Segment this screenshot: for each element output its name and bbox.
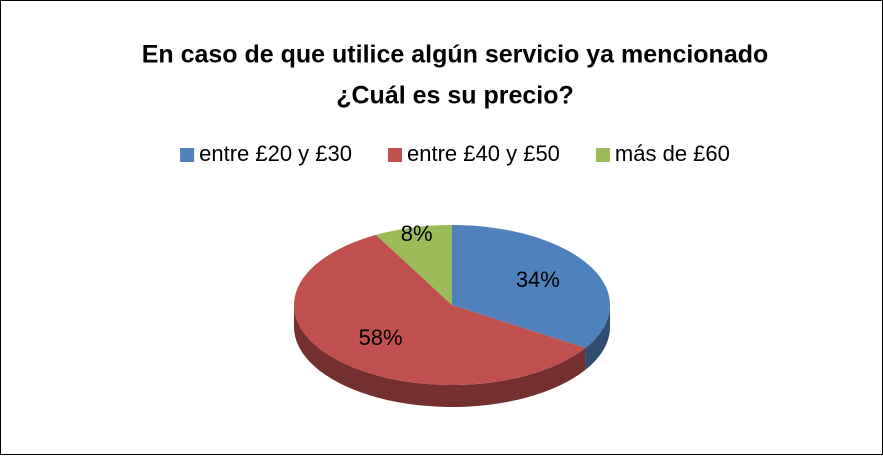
data-label: 34% bbox=[516, 267, 560, 292]
legend-label: entre £40 y £50 bbox=[407, 141, 560, 166]
slice-side bbox=[585, 305, 610, 370]
slice bbox=[294, 234, 586, 385]
legend-swatch bbox=[388, 148, 403, 162]
chart-title: ¿Cuál es su precio? bbox=[336, 82, 574, 110]
slice-side bbox=[294, 305, 586, 407]
legend-item: entre £20 y £30 bbox=[180, 141, 352, 166]
legend-item: entre £40 y £50 bbox=[388, 141, 560, 166]
legend-item: más de £60 bbox=[595, 141, 730, 166]
legend-label: entre £20 y £30 bbox=[199, 141, 352, 166]
chart-title: En caso de que utilice algún servicio ya… bbox=[142, 41, 769, 69]
legend-label: más de £60 bbox=[615, 141, 730, 166]
data-label: 58% bbox=[359, 325, 403, 350]
legend-swatch bbox=[180, 148, 195, 162]
slice bbox=[452, 225, 610, 348]
slice bbox=[375, 225, 452, 305]
legend-swatch bbox=[595, 148, 610, 162]
data-label: 8% bbox=[401, 221, 433, 246]
